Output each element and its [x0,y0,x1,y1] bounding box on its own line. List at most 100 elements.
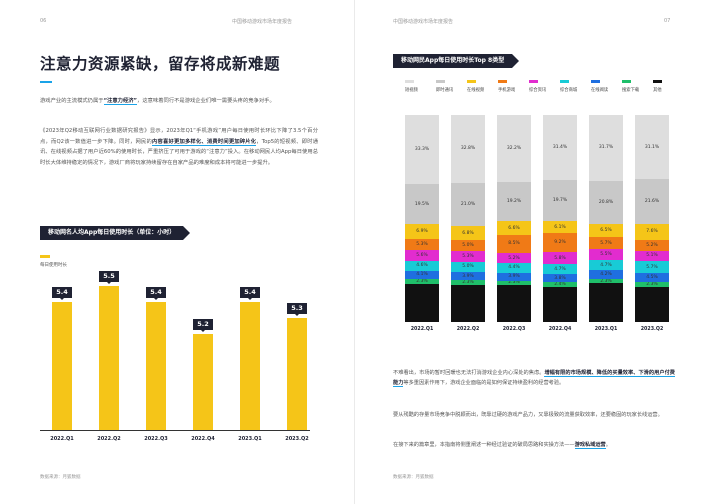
legend-swatch [467,80,476,83]
legend-swatch [498,80,507,83]
stack-segment: 6.5% [589,223,623,238]
stack-segment: 4.5% [635,272,669,283]
legend-swatch [405,80,414,83]
paragraph-1: 游戏产业的主流模式仍属于“注意力经济”，这意味着同行不是游戏企业们唯一需要头疼的… [40,98,275,105]
legend-swatch [591,80,600,83]
highlight-text: 增幅有限的市场规模、降低的买量效率、下滑的用户付费能力 [393,370,675,387]
bar [99,286,119,430]
x-axis [40,430,310,431]
stack-segment: 32.8% [451,115,485,183]
stack-segment: 4.1% [405,270,439,280]
stack-segment: 2.3% [497,280,531,285]
data-label: 5.3 [287,303,307,316]
legend-label: 综合资讯 [529,88,547,93]
page-number: 07 [664,18,671,24]
x-tick-label: 2023.Q2 [640,327,664,332]
title-accent [40,81,52,83]
paragraph-2: 要从残酷的存量市场竞争中脱颖而出，既靠过硬的游戏产品力，又靠极致的流量获取效率，… [393,412,663,418]
stack-segment: 2.3% [635,282,669,287]
legend-swatch [436,80,445,83]
stack-segment: 4.7% [543,264,577,275]
page-title: 注意力资源紧缺，留存将成新难题 [40,55,281,73]
stack-segment: 6.8% [451,226,485,241]
stack-segment: 5.3% [405,238,439,250]
legend-swatch [40,255,50,258]
stack-segment [635,287,669,322]
x-tick-label: 2023.Q2 [285,436,309,442]
highlight-text: 游戏私域运营 [574,442,606,449]
data-label: 5.2 [193,319,213,332]
stack-segment: 8.5% [497,235,531,253]
legend-swatch [622,80,631,83]
paragraph-3: 在接下来的篇章里，本指南将侧重阐述一种经过验证的破局思路和实操方法——游戏私域运… [393,442,611,449]
stack-segment: 5.2% [497,252,531,264]
x-tick-label: 2022.Q1 [50,436,74,442]
stack-segment: 19.2% [497,181,531,222]
paragraph-1: 不难看出，市场的暂时回暖也无法打消游戏企业内心深处的焦虑。增幅有限的市场规模、降… [393,370,675,387]
x-tick-label: 2022.Q2 [456,327,480,332]
x-tick-label: 2023.Q1 [238,436,262,442]
x-tick-label: 2022.Q4 [191,436,215,442]
stack-segment: 5.8% [543,252,577,265]
x-tick-label: 2022.Q3 [144,436,168,442]
legend-label: 即时通讯 [436,88,454,93]
source-note: 数据来源：月狐数据 [393,475,434,480]
data-label: 5.4 [146,287,166,300]
running-head: 中国移动游戏市场年度报告 [393,19,454,25]
data-label: 5.4 [240,287,260,300]
legend-label: 手机游戏 [498,88,516,93]
running-head: 中国移动游戏市场年度报告 [232,19,293,25]
stack-segment: 4.6% [405,261,439,271]
stack-segment: 7.6% [635,224,669,240]
legend-label: 其他 [653,88,662,93]
legend-label: 在线阅读 [591,88,609,93]
stack-segment: 3.8% [543,274,577,283]
data-label: 5.4 [52,287,72,300]
chart-title: 移动网民App每日使用时长Top 8类型 [393,54,520,68]
stack-segment: 5.2% [635,239,669,251]
bar [240,302,260,430]
stack-segment: 2.3% [451,280,485,285]
stack-segment: 31.4% [543,115,577,180]
stack-segment: 19.7% [543,179,577,221]
legend-label: 短视频 [405,88,418,93]
stack-segment: 33.3% [405,115,439,184]
legend-swatch [560,80,569,83]
stack-segment: 9.2% [543,233,577,253]
stack-segment: 4.4% [497,263,531,273]
stack-segment: 5.7% [635,261,669,273]
stack-segment: 31.1% [635,115,669,180]
stack-segment: 21.0% [451,182,485,227]
stack-segment [405,283,439,322]
stack-segment [589,283,623,322]
bar [287,318,307,430]
stack-segment [451,284,485,322]
stack-segment: 3.9% [451,272,485,281]
stack-segment: 5.7% [589,237,623,249]
source-note: 数据来源：月狐数据 [40,475,81,480]
bar [193,334,213,430]
x-tick-label: 2022.Q4 [548,327,572,332]
stack-segment: 5.6% [405,249,439,262]
stack-segment: 4.7% [589,260,623,271]
stack-segment: 5.1% [635,250,669,262]
stack-segment: 5.3% [451,250,485,262]
x-tick-label: 2022.Q1 [410,327,434,332]
left-page: 06 中国移动游戏市场年度报告 注意力资源紧缺，留存将成新难题 游戏产业的主流模… [40,18,318,480]
stack-segment: 5.0% [451,261,485,273]
x-tick-label: 2023.Q1 [594,327,618,332]
stack-segment: 6.9% [405,224,439,239]
legend-swatch [529,80,538,83]
stack-segment: 31.7% [589,115,623,181]
stack-segment: 5.5% [589,248,623,261]
chart-title: 移动网名人均App每日使用时长（单位：小时） [40,226,191,240]
x-tick-label: 2022.Q2 [97,436,121,442]
highlight-text: “注意力经济” [103,98,138,105]
stack-segment: 2.3% [405,279,439,284]
legend-label: 综合商城 [560,88,578,93]
legend-label: 在线视频 [467,88,485,93]
data-label: 5.5 [99,271,119,284]
legend-swatch [653,80,662,83]
stack-segment: 6.6% [497,221,531,236]
stack-segment: 2.3% [589,279,623,284]
